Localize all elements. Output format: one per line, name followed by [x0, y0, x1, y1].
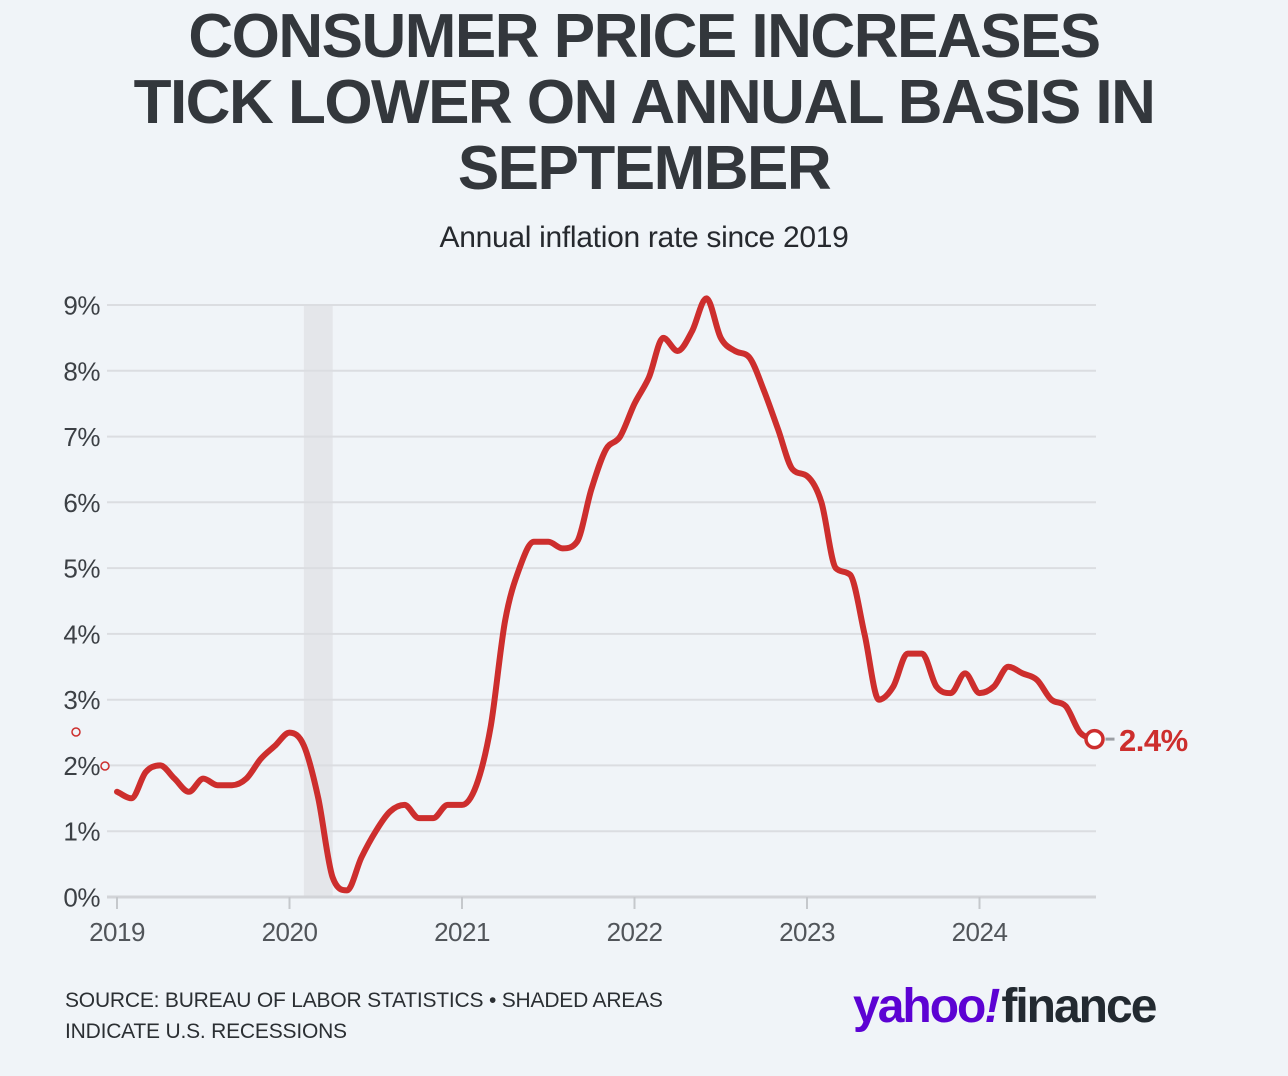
chart-subtitle: Annual inflation rate since 2019	[439, 221, 849, 254]
latest-point-marker	[1084, 728, 1105, 750]
source-note: SOURCE: BUREAU OF LABOR STATISTICS • SHA…	[65, 985, 663, 1047]
stray-marker-1	[71, 727, 81, 737]
logo-exclamation-icon: !	[984, 980, 1000, 1033]
source-note-line-2: INDICATE U.S. RECESSIONS	[65, 1020, 347, 1043]
logo-yahoo-text: yahoo	[853, 980, 986, 1033]
x-axis-label-2022: 2022	[607, 917, 663, 947]
latest-value-label: 2.4%	[1119, 723, 1188, 758]
source-note-line-1: SOURCE: BUREAU OF LABOR STATISTICS • SHA…	[65, 989, 663, 1012]
title-line-3: SEPTEMBER	[457, 134, 832, 203]
logo-finance-text: finance	[1001, 980, 1157, 1033]
y-axis-label-0: 0%	[63, 883, 100, 913]
page-title: CONSUMER PRICE INCREASES TICK LOWER ON A…	[0, 4, 1288, 202]
x-axis-label-2019: 2019	[89, 917, 145, 947]
y-axis-label-8: 8%	[63, 356, 100, 386]
title-line-2: TICK LOWER ON ANNUAL BASIS IN	[133, 68, 1156, 137]
x-axis-label-2023: 2023	[779, 917, 835, 947]
yahoo-finance-logo: yahoo!finance	[853, 979, 1157, 1034]
stray-marker-2	[100, 761, 110, 771]
x-axis-label-2020: 2020	[262, 917, 318, 947]
title-line-1: CONSUMER PRICE INCREASES	[188, 2, 1101, 71]
y-axis-label-5: 5%	[63, 554, 100, 584]
y-axis-label-2: 2%	[63, 751, 100, 781]
x-axis-label-2024: 2024	[952, 917, 1008, 947]
y-axis-label-6: 6%	[63, 488, 100, 518]
x-axis-label-2021: 2021	[434, 917, 490, 947]
y-axis-label-9: 9%	[63, 291, 100, 321]
inflation-line	[114, 295, 1098, 894]
y-axis-label-4: 4%	[63, 619, 100, 649]
y-axis-label-1: 1%	[63, 817, 100, 847]
y-axis-label-3: 3%	[63, 685, 100, 715]
y-axis-label-7: 7%	[63, 422, 100, 452]
